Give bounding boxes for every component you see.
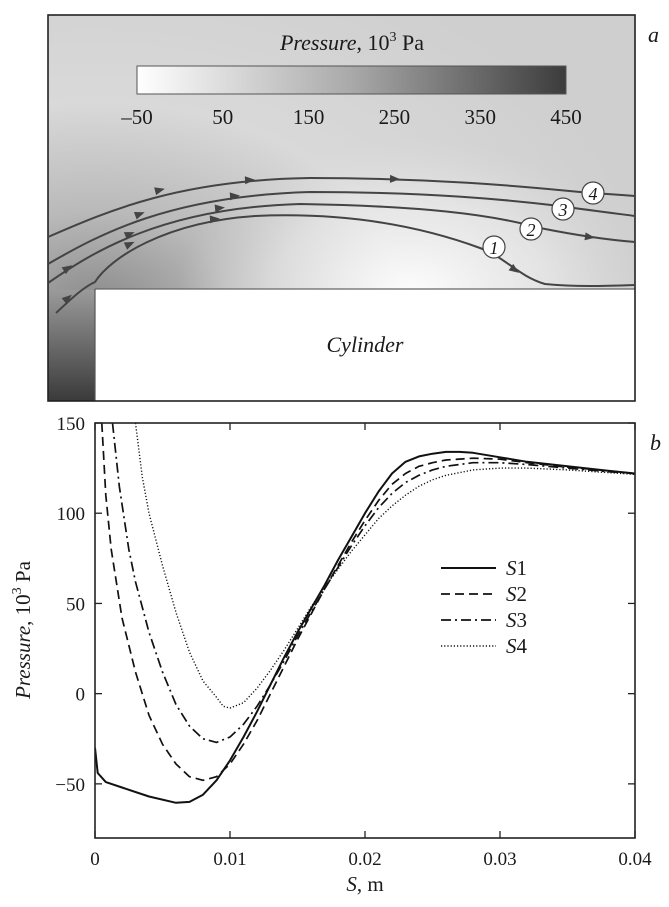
series-line-s1 xyxy=(95,450,635,804)
x-tick-label: 0.03 xyxy=(483,849,516,870)
arrow-head xyxy=(584,232,595,241)
series-lines xyxy=(95,423,635,804)
y-tick-label: 150 xyxy=(57,414,86,435)
y-axis-label: Pressure, 103 Pa xyxy=(10,560,35,700)
legend-label-s1: S1 xyxy=(506,556,527,580)
arrow-head xyxy=(123,241,135,250)
colorbar-tick-label: 450 xyxy=(550,105,582,129)
y-tick-label: 0 xyxy=(76,685,86,706)
colorbar-tick-labels: –50 50 150 250 350 450 xyxy=(120,105,582,129)
plot-frame xyxy=(94,422,636,839)
badge-2-label: 2 xyxy=(527,220,536,240)
x-tick-label: 0 xyxy=(90,849,100,870)
arrow-head xyxy=(229,192,240,201)
x-axis-label: S, m xyxy=(346,872,383,896)
series-line-s2 xyxy=(100,423,635,782)
streamline-2 xyxy=(47,202,636,284)
y-tick-label: 100 xyxy=(57,504,86,525)
streamline-1 xyxy=(55,214,636,314)
stagnation-region xyxy=(48,290,95,401)
badge-3 xyxy=(551,197,575,221)
badge-1 xyxy=(482,235,506,259)
badge-4 xyxy=(581,181,605,205)
arrow-head xyxy=(244,176,255,185)
x-tick-label: 0.02 xyxy=(348,849,381,870)
series-line-s3 xyxy=(111,423,635,744)
panel-b: b 0 0.01 0.02 0.03 0.04 −50 0 50 100 150 S, m Pr… xyxy=(10,414,661,896)
streamline-badges: 1 2 3 4 xyxy=(482,181,605,259)
streamline-arrows xyxy=(61,174,595,305)
colorbar-gradient xyxy=(136,65,567,95)
legend-label-s3: S3 xyxy=(506,608,527,632)
arrow-head xyxy=(61,294,72,305)
arrow-head xyxy=(133,211,145,220)
arrow-head xyxy=(209,215,220,224)
arrow-head xyxy=(508,263,520,273)
colorbar-tick-label: 250 xyxy=(379,105,411,129)
plot-area xyxy=(95,423,635,804)
y-axis-ticks: −50 0 50 100 150 xyxy=(55,414,635,796)
cylinder-body xyxy=(95,289,635,401)
colorbar-tick-label: 350 xyxy=(464,105,496,129)
panel-b-letter: b xyxy=(650,430,661,455)
arrow-head xyxy=(61,265,73,275)
y-tick-label: −50 xyxy=(55,775,85,796)
badge-4-label: 4 xyxy=(589,184,598,204)
arrow-head xyxy=(123,232,135,240)
arrow-head xyxy=(154,187,165,196)
x-tick-label: 0.04 xyxy=(618,849,652,870)
arrow-head xyxy=(214,204,225,213)
badge-3-label: 3 xyxy=(558,200,568,220)
x-tick-label: 0.01 xyxy=(213,849,246,870)
arrow-head xyxy=(389,174,400,183)
colorbar-tick-label: –50 xyxy=(120,105,153,129)
cylinder-label: Cylinder xyxy=(327,332,404,357)
legend-label-s2: S2 xyxy=(506,582,527,606)
streamline-3 xyxy=(47,190,636,265)
panel-a-frame xyxy=(47,14,636,402)
panel-a-letter: a xyxy=(648,22,659,47)
colorbar-tick-label: 50 xyxy=(212,105,233,129)
legend-label-s4: S4 xyxy=(506,634,528,658)
x-axis-ticks: 0 0.01 0.02 0.03 0.04 xyxy=(90,423,652,870)
badge-1-label: 1 xyxy=(490,238,499,258)
y-tick-label: 50 xyxy=(66,594,85,615)
colorbar: Pressure, 103 Pa –50 50 150 250 350 450 xyxy=(120,30,582,129)
panel-a: a Pressure, 103 Pa –50 50 150 250 350 450 xyxy=(47,14,659,402)
colorbar-title: Pressure, 103 Pa xyxy=(279,30,424,55)
badge-2 xyxy=(519,217,543,241)
colorbar-tick-label: 150 xyxy=(293,105,325,129)
